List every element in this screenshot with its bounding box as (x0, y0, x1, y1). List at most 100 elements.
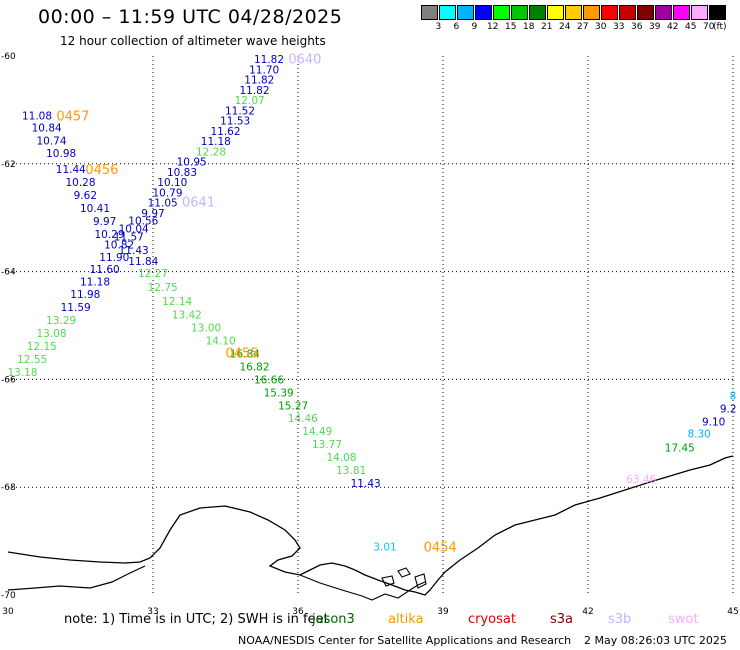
wave-height-value: 12.14 (162, 296, 192, 308)
page-subtitle: 12 hour collection of altimeter wave hei… (60, 34, 326, 48)
wave-height-value: 10.04 (119, 223, 149, 235)
wave-height-value: 11.52 (225, 105, 255, 117)
antarctic-coastline (7, 455, 734, 596)
wave-height-value: 14.08 (326, 452, 356, 464)
wave-height-value: 10.82 (104, 240, 134, 252)
wave-height-points: 11.8211.7011.8211.8212.0711.5211.5311.62… (7, 54, 736, 553)
island-1 (397, 567, 411, 578)
legend-label: 36 (631, 22, 643, 32)
wave-height-value: 11.84 (128, 256, 158, 268)
wave-height-value: 10.29 (94, 229, 124, 241)
wave-height-value: 12.27 (138, 268, 168, 280)
legend-label: 6 (453, 22, 460, 32)
sat-label-s3a: s3a (550, 612, 574, 627)
wave-height-value: 16.82 (239, 361, 269, 373)
sat-label-altika: altika (388, 612, 424, 627)
wave-height-value: 11.05 (148, 198, 178, 210)
wave-height-value: 8.30 (687, 428, 710, 440)
wave-height-value: 10.95 (177, 157, 207, 169)
wave-height-value: 12.07 (235, 95, 265, 107)
wave-height-value: 3.01 (373, 541, 396, 553)
pass-time-label: 0640 (288, 53, 321, 68)
wave-height-value: 9.10 (702, 416, 725, 428)
wave-height-value: 16.66 (254, 374, 284, 386)
wave-height-value: 13.08 (36, 328, 66, 340)
wave-height-value: 9.2 (720, 404, 737, 416)
lat-tick-label: -62 (1, 160, 16, 170)
legend-label: 18 (523, 22, 535, 32)
legend-label: 42 (667, 22, 679, 32)
lon-tick-label: 42 (582, 607, 593, 617)
wave-height-value: 10.79 (152, 187, 182, 199)
legend-label: 12 (487, 22, 499, 32)
lat-tick-label: -64 (1, 268, 16, 278)
wave-height-value: 11.53 (220, 116, 250, 128)
footer-credit: NOAA/NESDIS Center for Satellite Applica… (238, 634, 572, 647)
legend-swatch (583, 5, 600, 20)
legend-label: 21 (541, 22, 553, 32)
legend-label: 24 (559, 22, 571, 32)
legend-swatch (673, 5, 690, 20)
wave-height-value: 8 (730, 391, 737, 403)
legend-label: 15 (505, 22, 517, 32)
legend-swatch (439, 5, 456, 20)
wave-height-value: 11.59 (61, 302, 91, 314)
legend-label: 27 (577, 22, 589, 32)
legend-swatch (529, 5, 546, 20)
longitude-labels: 30 33 36 39 42 45 (2, 607, 738, 617)
coastline (7, 455, 734, 601)
wave-height-value: 11.57 (114, 232, 144, 244)
wave-height-value: 15.27 (278, 400, 308, 412)
wave-height-value: 10.28 (65, 177, 95, 189)
legend-swatch (709, 5, 726, 20)
wave-height-value: 63.46 (626, 474, 656, 486)
wave-height-value: 11.43 (119, 245, 149, 257)
wave-height-value: 11.43 (351, 478, 381, 490)
legend-label: 33 (613, 22, 625, 32)
sat-label-s3b: s3b (608, 612, 632, 627)
wave-height-value: 10.10 (157, 177, 187, 189)
wave-height-value: 10.74 (36, 136, 66, 148)
wave-height-value: 10.83 (167, 167, 197, 179)
legend-swatch (511, 5, 528, 20)
legend-swatch (619, 5, 636, 20)
coastline-inlet-detail (299, 574, 426, 601)
pass-time-labels: 0640 0457 0456 0641 0455 0454 (56, 53, 456, 556)
lat-tick-label: -60 (1, 52, 16, 62)
wave-height-value: 16.84 (230, 349, 260, 361)
wave-height-value: 11.98 (70, 289, 100, 301)
wave-height-value: 15.39 (264, 387, 294, 399)
coastline-bay-detail (7, 565, 146, 591)
legend-swatch (637, 5, 654, 20)
wave-height-value: 14.49 (302, 426, 332, 438)
legend-label: (ft) (713, 22, 727, 32)
wave-height-value: 13.77 (312, 439, 342, 451)
legend-swatch (421, 5, 438, 20)
legend-swatch (655, 5, 672, 20)
wave-height-value: 11.60 (90, 264, 120, 276)
footer-note: note: 1) Time is in UTC; 2) SWH is in fe… (64, 612, 329, 627)
lon-tick-label: 39 (437, 607, 449, 617)
legend-label: 39 (649, 22, 661, 32)
wave-height-value: 17.45 (665, 442, 695, 454)
wave-height-value: 11.08 (22, 110, 52, 122)
wave-height-value: 10.84 (32, 123, 62, 135)
pass-time-label: 0456 (85, 163, 118, 178)
legend-swatch (457, 5, 474, 20)
legend-label: 45 (685, 22, 697, 32)
legend-label: 3 (435, 22, 442, 32)
footer-timestamp: 2 May 08:26:03 UTC 2025 (584, 634, 727, 647)
latitude-labels: -60 -62 -64 -66 -68 -70 (1, 52, 16, 601)
legend-swatch (547, 5, 564, 20)
lat-tick-label: -68 (1, 483, 16, 493)
wave-height-value: 9.97 (141, 208, 164, 220)
island-2 (381, 575, 395, 587)
legend-swatch (691, 5, 708, 20)
wave-height-value: 14.46 (288, 413, 318, 425)
wave-height-value: 10.56 (128, 215, 158, 227)
wave-height-value: 13.29 (46, 315, 76, 327)
lat-tick-label: -70 (1, 591, 16, 601)
wave-height-value: 11.82 (239, 85, 269, 97)
wave-height-value: 12.75 (148, 282, 178, 294)
